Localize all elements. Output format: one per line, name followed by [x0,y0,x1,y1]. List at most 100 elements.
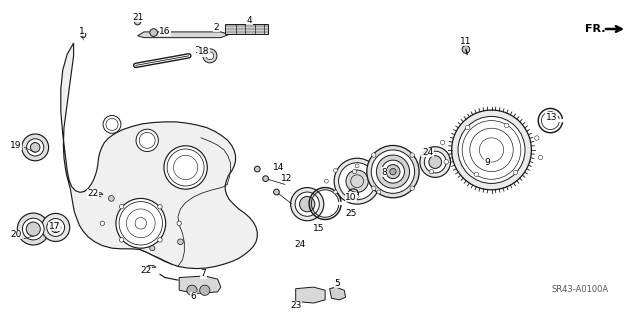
Circle shape [255,166,260,172]
Circle shape [22,218,44,240]
Circle shape [26,222,40,236]
Circle shape [353,169,356,174]
Circle shape [372,186,376,190]
Circle shape [390,168,396,175]
Circle shape [109,196,114,201]
Circle shape [386,165,400,179]
Circle shape [47,219,65,236]
Circle shape [333,190,337,194]
Circle shape [372,153,376,157]
Text: 12: 12 [281,174,292,182]
Text: 24: 24 [294,240,305,249]
Circle shape [377,168,381,172]
Circle shape [164,146,207,189]
Circle shape [134,19,141,25]
Polygon shape [61,43,257,269]
Text: 23: 23 [290,301,301,310]
Circle shape [386,179,390,183]
Circle shape [206,52,214,60]
Text: 14: 14 [273,163,284,172]
Circle shape [120,238,124,242]
Text: 2: 2 [214,23,219,32]
Text: 7: 7 [201,269,206,278]
Circle shape [324,179,328,183]
Circle shape [376,155,410,188]
Circle shape [100,221,104,226]
Circle shape [295,192,319,216]
Text: 15: 15 [313,224,324,233]
Text: 10: 10 [345,193,356,202]
Text: 20: 20 [10,230,22,239]
Text: 17: 17 [49,222,60,231]
Text: 22: 22 [87,189,99,198]
Polygon shape [94,193,103,195]
Polygon shape [330,287,346,300]
Circle shape [377,190,381,194]
Circle shape [200,285,210,295]
Circle shape [513,170,518,175]
Text: 5: 5 [335,279,340,288]
Circle shape [27,139,44,156]
Circle shape [474,172,479,176]
Circle shape [116,198,166,248]
Circle shape [51,222,61,233]
Circle shape [367,145,419,198]
Text: 1: 1 [79,27,84,36]
Circle shape [158,238,162,242]
Circle shape [103,115,121,133]
Circle shape [300,197,315,212]
Circle shape [187,285,197,295]
Circle shape [31,143,40,152]
Text: 18: 18 [198,47,209,56]
Text: 16: 16 [159,27,171,36]
Polygon shape [146,265,156,267]
Circle shape [150,246,155,251]
Circle shape [410,186,414,190]
Text: 8: 8 [381,168,387,177]
Polygon shape [296,287,325,303]
Text: 13: 13 [546,113,557,122]
Polygon shape [179,276,221,293]
Circle shape [334,158,380,204]
Circle shape [291,188,324,221]
Circle shape [81,33,86,38]
Circle shape [136,129,158,152]
Circle shape [339,163,376,200]
Text: 4: 4 [247,16,252,25]
Text: 6: 6 [191,292,196,301]
Polygon shape [138,32,229,38]
Circle shape [410,153,414,157]
Circle shape [333,168,337,172]
Circle shape [178,239,183,245]
Circle shape [538,155,543,160]
Text: 24: 24 [422,148,433,157]
Circle shape [424,151,446,173]
Circle shape [120,204,124,209]
Circle shape [381,160,404,183]
Circle shape [504,123,509,128]
Circle shape [452,110,531,190]
Circle shape [355,195,359,198]
Circle shape [150,29,157,36]
Text: 19: 19 [10,141,22,150]
Circle shape [534,136,539,140]
Text: SR43-A0100A: SR43-A0100A [552,285,609,293]
Circle shape [429,169,433,174]
Text: 11: 11 [460,37,472,46]
Circle shape [17,213,49,245]
Circle shape [465,125,470,130]
Circle shape [203,49,217,63]
Circle shape [346,170,368,192]
Polygon shape [225,24,268,34]
Circle shape [274,189,279,195]
Circle shape [263,176,268,182]
Circle shape [158,204,162,209]
Text: 25: 25 [345,209,356,218]
Text: 21: 21 [132,13,143,22]
Circle shape [420,147,451,177]
Circle shape [440,140,445,145]
Text: 22: 22 [140,266,152,275]
Text: 3: 3 [195,46,200,55]
Circle shape [22,134,49,161]
Circle shape [462,46,470,53]
